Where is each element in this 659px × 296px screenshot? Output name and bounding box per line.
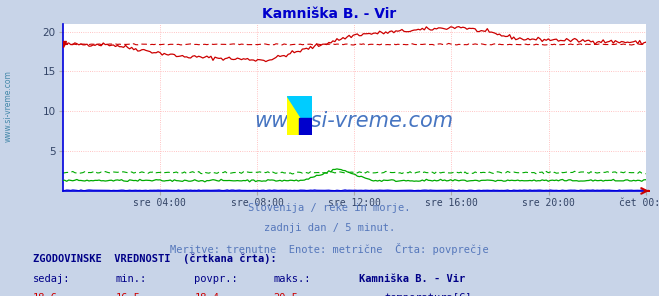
Text: sedaj:: sedaj: [33,274,71,284]
Text: maks.:: maks.: [273,274,311,284]
Text: zadnji dan / 5 minut.: zadnji dan / 5 minut. [264,223,395,233]
Text: www.si-vreme.com: www.si-vreme.com [254,111,454,131]
Text: 16,5: 16,5 [115,293,140,296]
Text: Kamniška B. - Vir: Kamniška B. - Vir [262,7,397,21]
Text: Slovenija / reke in morje.: Slovenija / reke in morje. [248,203,411,213]
Text: min.:: min.: [115,274,146,284]
Text: ZGODOVINSKE  VREDNOSTI  (črtkana črta):: ZGODOVINSKE VREDNOSTI (črtkana črta): [33,253,277,263]
Polygon shape [287,96,312,135]
Text: 18,4: 18,4 [194,293,219,296]
Text: 20,5: 20,5 [273,293,299,296]
Text: temperatura[C]: temperatura[C] [384,293,472,296]
Text: 18,6: 18,6 [33,293,58,296]
Text: ■: ■ [359,293,371,296]
Bar [299,118,312,135]
Text: Kamniška B. - Vir: Kamniška B. - Vir [359,274,465,284]
Text: Meritve: trenutne  Enote: metrične  Črta: povprečje: Meritve: trenutne Enote: metrične Črta: … [170,243,489,255]
Text: povpr.:: povpr.: [194,274,238,284]
Polygon shape [287,96,312,135]
Text: www.si-vreme.com: www.si-vreme.com [4,71,13,142]
